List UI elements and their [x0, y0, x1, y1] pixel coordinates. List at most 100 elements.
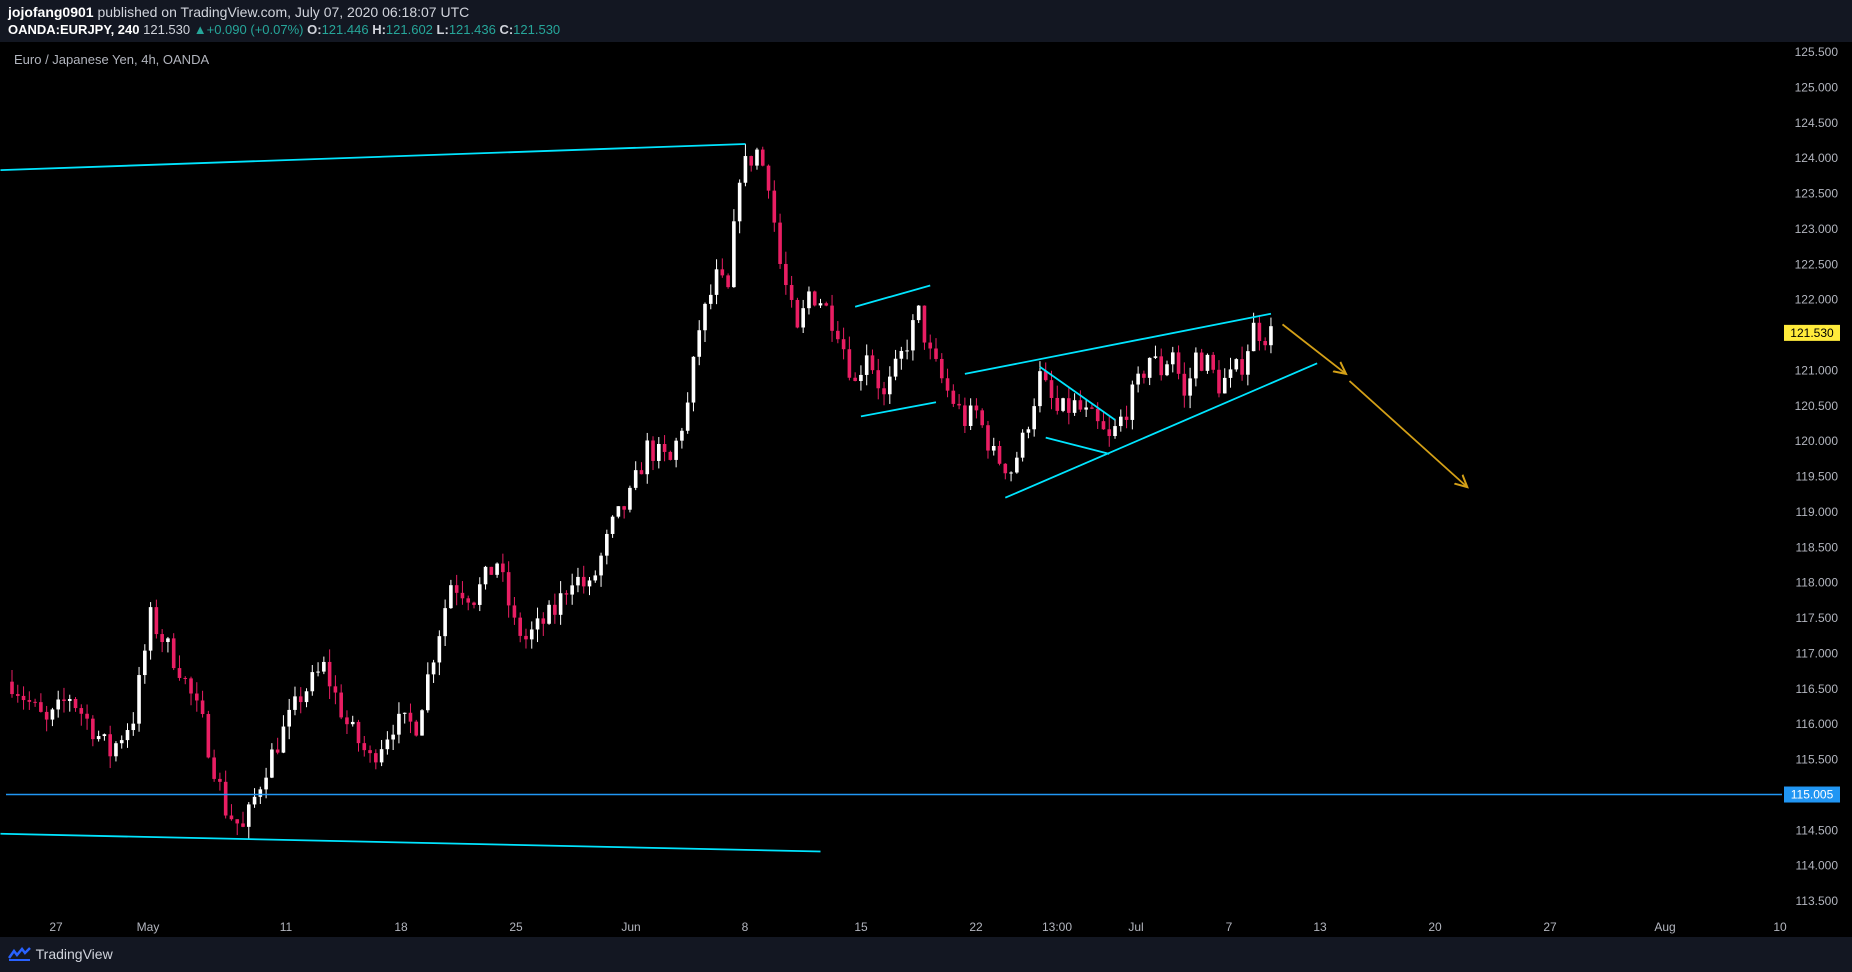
- trendline-1[interactable]: [0, 832, 821, 853]
- candle-body: [21, 695, 26, 701]
- price-tick-label: 120.000: [1795, 434, 1839, 448]
- high-label: H:: [372, 22, 386, 37]
- tradingview-logo[interactable]: TradingView: [7, 946, 113, 962]
- time-tick-label: 15: [854, 920, 868, 934]
- candle-body: [304, 691, 309, 703]
- trendline-5[interactable]: [964, 312, 1272, 375]
- candle-body: [171, 638, 176, 669]
- time-tick-label: 25: [509, 920, 523, 934]
- candle-body: [310, 672, 315, 692]
- candle-body: [1170, 352, 1175, 365]
- trendline-3[interactable]: [854, 284, 931, 308]
- time-tick-label: 10: [1773, 920, 1787, 934]
- trendline-4[interactable]: [860, 401, 937, 418]
- candle-body: [1072, 400, 1077, 413]
- candle-body: [841, 339, 846, 350]
- candle-body: [44, 711, 49, 720]
- candle-body: [287, 709, 291, 727]
- candle-body: [732, 221, 736, 288]
- candle-body: [1049, 380, 1054, 398]
- time-axis-bg: [0, 920, 1852, 937]
- candle-body: [10, 681, 14, 695]
- candle-body: [697, 330, 702, 357]
- candle-body: [922, 305, 927, 343]
- projection-arrow-9[interactable]: [1281, 323, 1347, 374]
- price-tick-label: 119.500: [1796, 470, 1839, 484]
- candle-body: [143, 650, 147, 676]
- candle-body: [703, 303, 707, 331]
- candle-body: [1176, 352, 1181, 374]
- time-tick-label: 8: [742, 920, 749, 934]
- candle-body: [974, 405, 979, 411]
- price-tick-label: 117.500: [1796, 611, 1839, 625]
- candle-body: [587, 580, 592, 587]
- candle-body: [483, 566, 488, 585]
- publish-text: published on TradingView.com, July 07, 2…: [97, 4, 470, 20]
- symbol-label[interactable]: OANDA:EURJPY, 240: [8, 22, 140, 37]
- candle-body: [1020, 432, 1025, 458]
- candle-body: [293, 696, 297, 710]
- candle-body: [223, 781, 228, 816]
- candle-body: [258, 789, 263, 797]
- candle-body: [824, 303, 829, 306]
- candle-body: [593, 575, 598, 581]
- candle-body: [836, 330, 840, 340]
- candle-body: [749, 156, 753, 166]
- candle-body: [980, 410, 984, 426]
- candle-body: [1090, 407, 1094, 409]
- price-tick-label: 114.500: [1796, 823, 1839, 837]
- candle-body: [674, 440, 678, 460]
- candle-body: [657, 444, 661, 461]
- candle-body: [270, 749, 274, 778]
- current-price-badge: [1784, 324, 1840, 341]
- support-price-badge: [1784, 786, 1840, 803]
- candle-body: [281, 726, 286, 753]
- candle-body: [420, 710, 424, 736]
- candle-body: [1182, 373, 1187, 396]
- candle-body: [426, 674, 430, 711]
- trendline-6[interactable]: [1004, 362, 1318, 499]
- candle-body: [264, 777, 268, 790]
- up-triangle-icon: ▲: [193, 22, 207, 37]
- last-price: 121.530: [143, 22, 191, 37]
- trendline-8[interactable]: [1045, 436, 1110, 455]
- candle-body: [1217, 369, 1221, 394]
- candle-body: [570, 585, 574, 595]
- candle-body: [968, 405, 973, 426]
- candle-body: [1043, 371, 1048, 381]
- projection-arrow-10[interactable]: [1348, 380, 1467, 487]
- low-label: L:: [436, 22, 449, 37]
- candle-body: [345, 717, 349, 725]
- open-value: 121.446: [321, 22, 369, 37]
- author-name[interactable]: jojofang0901: [8, 4, 94, 20]
- candle-body: [524, 635, 528, 640]
- candle-body: [1055, 397, 1060, 411]
- candle-body: [888, 376, 892, 395]
- trendline-7[interactable]: [1039, 366, 1116, 421]
- price-tick-label: 125.000: [1795, 80, 1839, 94]
- candle-body: [1124, 416, 1129, 420]
- candle-body: [374, 753, 378, 763]
- time-tick-label: Jun: [621, 920, 640, 934]
- candle-body: [1263, 341, 1267, 346]
- candle-body: [501, 563, 505, 573]
- candle-body: [1119, 416, 1123, 427]
- candle-body: [1205, 354, 1210, 371]
- candle-body: [125, 730, 130, 741]
- trendline-0[interactable]: [0, 143, 746, 172]
- time-axis[interactable]: 27 May 11 18 25 Jun 8 15 22 13:00 Jul 7 13 20 27 Aug 10: [0, 920, 1852, 937]
- price-axis[interactable]: 125.500 125.000 124.500 124.000 123.500 123.0…: [1782, 42, 1852, 937]
- candle-body: [726, 275, 730, 288]
- candle-body: [1211, 354, 1215, 370]
- candle-body: [610, 516, 615, 534]
- candle-body: [235, 819, 240, 824]
- candle-body: [720, 269, 725, 276]
- candle-body: [91, 718, 95, 740]
- open-label: O:: [307, 22, 322, 37]
- price-tick-label: 118.000: [1796, 576, 1839, 590]
- candle-body: [1032, 406, 1036, 430]
- price-chart[interactable]: 125.500 125.000 124.500 124.000 123.500 123.0…: [0, 42, 1852, 937]
- price-tick-label: 120.500: [1795, 399, 1839, 413]
- close-label: C:: [499, 22, 514, 37]
- candle-body: [564, 593, 569, 595]
